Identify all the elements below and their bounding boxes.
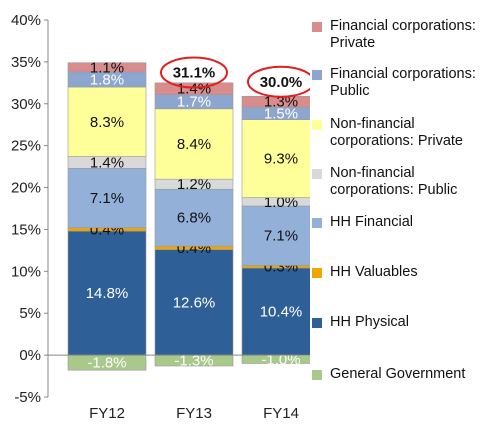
data-label: 8.4% [177, 136, 211, 153]
legend-swatch [312, 169, 322, 179]
y-tick-label: 40% [11, 12, 41, 29]
data-label: 7.1% [264, 228, 298, 245]
legend-item: Non-financial corporations: Public [310, 165, 457, 199]
bar-segment [241, 205, 310, 266]
data-label: -1.8% [87, 355, 126, 372]
data-label: 1.4% [90, 154, 124, 171]
legend-label: HH Valuables [330, 264, 418, 280]
bar-segment [67, 230, 147, 356]
bar-segment [154, 82, 234, 95]
y-tick-label: 30% [11, 96, 41, 113]
data-label: 6.8% [177, 210, 211, 227]
data-label: 10.4% [260, 304, 303, 321]
total-highlight-circle [160, 56, 228, 89]
legend-label-continued: corporations: Private [330, 133, 463, 149]
legend-item: HH Valuables [310, 264, 418, 281]
y-tick-label: -5% [14, 389, 41, 406]
legend-item: Non-financial corporations: Private [310, 116, 463, 150]
data-label: 12.6% [173, 294, 216, 311]
legend-swatch [312, 268, 322, 278]
y-tick-label: 20% [11, 180, 41, 197]
data-label: 1.7% [177, 94, 211, 111]
data-label: 1.0% [264, 194, 298, 211]
total-label: 30.0% [260, 74, 303, 91]
legend-item: Financial corporations: Public [310, 66, 476, 100]
y-tick-label: 25% [11, 138, 41, 155]
legend-label: General Government [330, 366, 466, 382]
data-label: 1.3% [264, 94, 298, 111]
total-highlight-circle [247, 65, 310, 98]
legend-label-continued: Private [330, 35, 376, 51]
y-tick-label: 35% [11, 54, 41, 71]
legend-label-continued: corporations: Public [330, 182, 458, 198]
legend-label-continued: Public [330, 83, 370, 99]
data-label: 1.2% [177, 176, 211, 193]
x-tick-label: FY12 [89, 405, 125, 422]
data-label: 9.3% [264, 151, 298, 168]
legend-item: General Government [310, 366, 465, 383]
legend-label: HH Physical [330, 314, 409, 330]
legend-label: Non-financial [330, 165, 415, 181]
legend-item: Financial corporations: Private [310, 18, 476, 52]
legend-swatch [312, 22, 322, 32]
bar-segment [154, 188, 234, 247]
data-label: 7.1% [90, 190, 124, 207]
data-label: 8.3% [90, 114, 124, 131]
total-label: 31.1% [173, 65, 216, 82]
x-tick-label: FY14 [263, 405, 299, 422]
legend-swatch [312, 318, 322, 328]
y-tick-label: 15% [11, 221, 41, 238]
y-tick-label: 10% [11, 263, 41, 280]
legend-label: HH Financial [330, 214, 413, 230]
data-label: 14.8% [86, 285, 129, 302]
y-tick-label: 0% [19, 347, 41, 364]
bar-segment [67, 62, 147, 73]
legend-swatch [312, 120, 322, 130]
data-label: 1.8% [90, 71, 124, 88]
legend-swatch [312, 370, 322, 380]
stacked-bar-chart: -5%0%5%10%15%20%25%30%35%40%-1.8%14.8%0.… [11, 12, 310, 422]
legend-label: Financial corporations: [330, 66, 476, 82]
data-label: -1.3% [174, 353, 213, 370]
legend-swatch [312, 218, 322, 228]
bar-segment [154, 108, 234, 180]
data-label: 1.1% [90, 59, 124, 76]
legend-item: HH Physical [310, 314, 409, 331]
bar-segment [67, 86, 147, 157]
data-label: 1.4% [177, 81, 211, 98]
data-label: 1.5% [264, 105, 298, 122]
legend-label: Non-financial [330, 116, 415, 132]
legend-item: HH Financial [310, 214, 413, 231]
legend-swatch [312, 70, 322, 80]
bar-segment [241, 119, 310, 198]
legend-label: Financial corporations: [330, 18, 476, 34]
y-tick-label: 5% [19, 305, 41, 322]
x-tick-label: FY13 [176, 405, 212, 422]
bar-segment [154, 249, 234, 356]
bar-segment [67, 167, 147, 229]
